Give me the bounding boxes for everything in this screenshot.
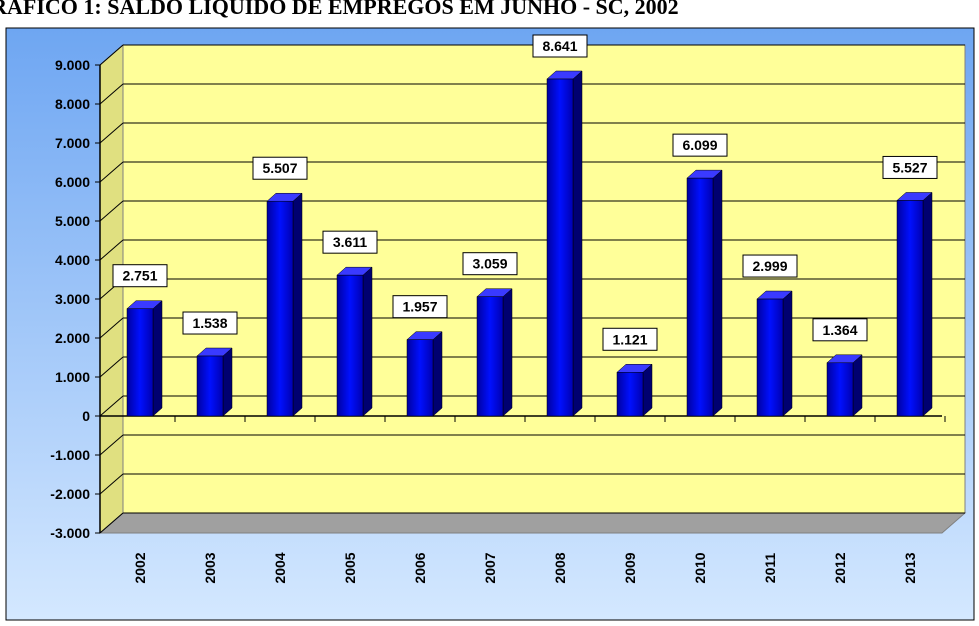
y-tick-label: 3.000 [55,291,90,307]
y-tick-label: -2.000 [50,486,90,502]
bar-side [432,331,443,417]
bar [476,296,504,417]
bar [546,78,574,417]
x-tick-label: 2012 [832,552,848,583]
bar [686,177,714,417]
bar [336,274,364,417]
bar [406,339,434,417]
bar [896,200,924,417]
bar-side [502,288,513,417]
x-tick-label: 2006 [412,552,428,583]
value-label: 2.999 [752,258,787,274]
value-label-box [322,230,378,254]
x-tick-label: 2002 [132,552,148,583]
x-tick-label: 2007 [482,552,498,583]
bar-side [292,192,303,417]
bar [756,298,784,417]
chart-title: GRÁFICO 1: SALDO LÍQUIDO DE EMPREGOS EM … [0,0,679,19]
value-label-box [742,254,798,278]
value-label: 6.099 [682,137,717,153]
grid-line [99,317,124,339]
bar-side [572,70,583,417]
bar [826,362,854,417]
y-tick-label: 0 [82,408,90,424]
value-label: 3.611 [333,234,367,250]
y-tick-label: 4.000 [55,252,90,268]
value-label-box [462,252,518,276]
bar-side [922,191,933,417]
y-tick-label: -3.000 [50,525,90,541]
grid-line [99,356,124,378]
x-tick-label: 2005 [342,552,358,583]
x-tick-label: 2008 [552,552,568,583]
x-tick-label: 2010 [692,552,708,583]
bar-side [642,363,653,417]
x-tick-label: 2009 [622,552,638,583]
bar-side [852,354,863,417]
value-label: 5.507 [262,160,297,176]
grid-line [99,239,124,261]
bar [266,200,294,417]
value-label-box [882,155,938,179]
value-label-box [812,318,868,342]
bar-side [222,347,233,417]
value-label-box [112,264,168,288]
grid-line [99,434,124,456]
bar [196,355,224,417]
x-tick-label: 2013 [902,552,918,583]
grid-line [99,200,124,222]
value-label: 2.751 [122,268,157,284]
bar-side [782,290,793,417]
value-label: 5.527 [892,159,927,175]
bar-side [152,300,163,417]
y-tick-label: 5.000 [55,213,90,229]
value-label: 1.364 [822,322,857,338]
y-tick-label: 9.000 [55,57,90,73]
grid-line [99,122,124,144]
floor [98,512,967,534]
value-label-box [392,295,448,319]
bar [126,308,154,417]
y-tick-label: 1.000 [55,369,90,385]
y-tick-label: 7.000 [55,135,90,151]
grid-line [99,44,124,66]
y-tick-label: -1.000 [50,447,90,463]
grid-line [99,83,124,105]
y-tick-label: 6.000 [55,174,90,190]
value-label: 1.121 [612,331,647,347]
y-tick-label: 2.000 [55,330,90,346]
y-tick-label: 8.000 [55,96,90,112]
value-label-box [182,311,238,335]
bar-side [362,266,373,417]
x-tick-label: 2004 [272,552,288,583]
value-label-box [602,327,658,351]
x-tick-label: 2003 [202,552,218,583]
bar-side [712,169,723,417]
value-label: 1.538 [192,315,227,331]
grid-line [99,161,124,183]
x-tick-label: 2011 [762,553,778,584]
bar [616,372,644,417]
value-label-box [252,156,308,180]
value-label: 8.641 [542,38,577,54]
grid-line [99,512,124,534]
value-label-box [672,133,728,157]
grid-line [99,473,124,495]
value-label: 3.059 [472,256,507,272]
value-label: 1.957 [402,299,437,315]
grid-line [99,395,124,417]
value-label-box [532,34,588,58]
